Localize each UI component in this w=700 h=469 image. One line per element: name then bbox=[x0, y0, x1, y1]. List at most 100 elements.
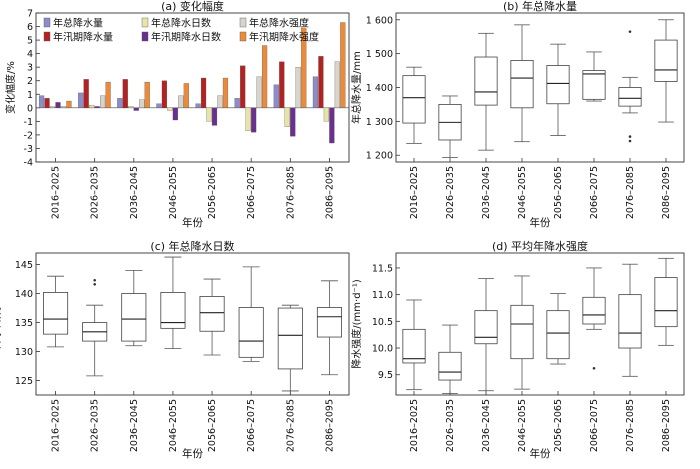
box bbox=[238, 307, 264, 358]
bar bbox=[178, 95, 184, 108]
panel-title: (a) 变化幅度 bbox=[161, 0, 224, 13]
y-tick-label: 10.0 bbox=[372, 344, 393, 355]
legend-label: 年总降水量 bbox=[53, 17, 103, 30]
box-plot-item bbox=[438, 95, 462, 158]
x-tick-label: 2016–2025 bbox=[51, 399, 62, 452]
x-tick-label: 2076–2085 bbox=[625, 166, 636, 219]
box-plot-item bbox=[199, 278, 225, 356]
box-plot-item bbox=[438, 324, 462, 394]
y-tick-label: 1 bbox=[27, 90, 33, 101]
box-plot-item bbox=[316, 280, 342, 376]
legend-swatch bbox=[141, 17, 149, 28]
box-plot-item bbox=[402, 66, 426, 144]
bar bbox=[139, 99, 145, 108]
y-tick-label: 1 500 bbox=[366, 49, 393, 60]
y-tick-label: 135 bbox=[15, 318, 33, 329]
box bbox=[438, 351, 462, 381]
box bbox=[546, 65, 570, 105]
bar bbox=[89, 104, 95, 108]
bar bbox=[312, 76, 319, 108]
y-tick-label: 1 200 bbox=[366, 151, 393, 162]
bar bbox=[340, 22, 346, 108]
x-tick-label: 2026–2035 bbox=[445, 166, 456, 219]
bar bbox=[261, 45, 268, 108]
bar bbox=[122, 79, 128, 108]
x-axis-label: 年份 bbox=[182, 447, 203, 460]
x-tick-label: 2066–2075 bbox=[246, 399, 257, 452]
box bbox=[199, 296, 225, 332]
y-tick-label: 7 bbox=[27, 9, 33, 20]
box bbox=[618, 87, 642, 107]
x-axis-label: 年份 bbox=[182, 216, 203, 229]
legend-swatch bbox=[239, 17, 247, 28]
x-tick-label: 2026–2035 bbox=[90, 166, 101, 219]
x-tick-label: 2036–2045 bbox=[481, 399, 492, 452]
bar bbox=[279, 61, 285, 108]
y-tick-label: 10.5 bbox=[372, 317, 393, 328]
x-tick-label: 2046–2055 bbox=[517, 166, 528, 219]
box-plot-item bbox=[618, 30, 642, 143]
x-tick-label: 2036–2045 bbox=[129, 399, 140, 452]
x-tick-label: 2056–2065 bbox=[553, 166, 564, 219]
x-tick-label: 2086–2095 bbox=[661, 166, 672, 219]
bar bbox=[156, 103, 162, 108]
box-plot-item bbox=[474, 278, 498, 392]
y-tick-label: 6 bbox=[27, 22, 33, 33]
box bbox=[654, 277, 678, 328]
box bbox=[402, 75, 426, 124]
bar bbox=[117, 98, 123, 108]
legend-swatch bbox=[141, 31, 149, 42]
x-tick-label: 2026–2035 bbox=[90, 399, 101, 452]
panel-title: (d) 平均年降水强度 bbox=[492, 239, 588, 253]
bar bbox=[133, 107, 139, 111]
y-tick-label: 145 bbox=[15, 260, 33, 271]
bar bbox=[318, 56, 324, 108]
x-tick-label: 2046–2055 bbox=[168, 166, 179, 219]
outlier-point bbox=[628, 135, 632, 138]
legend-swatch bbox=[43, 31, 51, 42]
box-plot-item bbox=[238, 266, 264, 362]
box-plot-item bbox=[582, 51, 606, 102]
bar bbox=[49, 106, 56, 108]
box-plot-item bbox=[121, 269, 147, 347]
bar bbox=[172, 107, 178, 121]
x-tick-label: 2036–2045 bbox=[481, 166, 492, 219]
legend-label: 年总降水日数 bbox=[151, 17, 211, 30]
box-plot-item bbox=[546, 43, 570, 136]
x-tick-label: 2076–2085 bbox=[285, 166, 296, 219]
bar bbox=[78, 92, 84, 108]
box-plot-item bbox=[618, 263, 642, 377]
bar bbox=[100, 95, 106, 108]
x-axis-label: 年份 bbox=[530, 447, 551, 460]
bar bbox=[183, 83, 189, 108]
panel-c-precip-days: (c) 年总降水日数 125 130 135 140 145 降水日数/d 2016–2025… bbox=[0, 239, 350, 460]
box-plot-item bbox=[510, 275, 534, 390]
bar bbox=[245, 107, 251, 131]
x-tick-label: 2066–2075 bbox=[589, 399, 600, 452]
bar bbox=[211, 107, 218, 126]
box-plot-item bbox=[277, 304, 303, 392]
bar bbox=[273, 84, 279, 108]
box-plot-item bbox=[654, 19, 678, 123]
y-tick-label: 11.0 bbox=[372, 290, 393, 301]
x-tick-label: 2086–2095 bbox=[324, 166, 335, 219]
box bbox=[546, 310, 570, 360]
box-plot-item bbox=[474, 32, 498, 151]
bar bbox=[234, 98, 240, 108]
box bbox=[474, 56, 498, 106]
legend-label: 年汛期降水量 bbox=[53, 31, 113, 44]
y-tick-label: 140 bbox=[15, 289, 33, 300]
legend-label: 年汛期降水强度 bbox=[249, 31, 319, 44]
y-tick-label: 11.5 bbox=[372, 263, 393, 274]
x-tick-label: 2086–2095 bbox=[324, 399, 335, 452]
x-tick-label: 2046–2055 bbox=[517, 399, 528, 452]
outlier-point bbox=[93, 278, 96, 282]
plot-frame bbox=[35, 252, 350, 396]
box-plot-item bbox=[546, 293, 570, 365]
x-tick-label: 2016–2025 bbox=[409, 166, 420, 219]
y-tick-label: 130 bbox=[15, 347, 33, 358]
y-tick-label: -4 bbox=[24, 158, 33, 169]
outlier-point bbox=[93, 282, 96, 286]
legend-swatch bbox=[43, 17, 51, 28]
